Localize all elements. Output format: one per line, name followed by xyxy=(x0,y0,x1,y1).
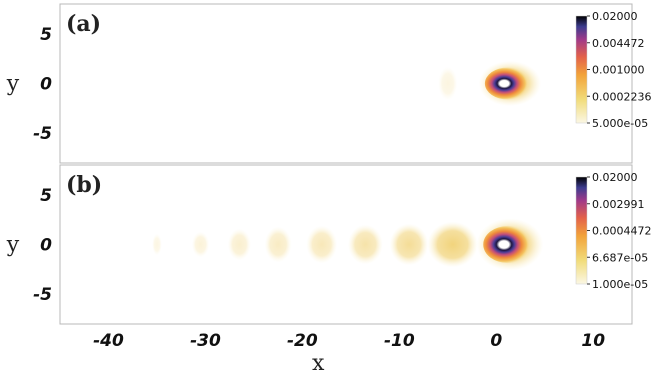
density-blob xyxy=(191,231,210,258)
colorbar-tick-label: 0.0002236 xyxy=(592,90,652,103)
panel-b: (b) 5 0 -5 y 0.02000 0.002991 0.0004472 6.687e-0… xyxy=(6,164,652,375)
colorbar xyxy=(575,176,588,285)
x-tick-label: -20 xyxy=(287,331,318,351)
density-blob xyxy=(227,228,251,261)
density-blob xyxy=(427,221,478,268)
colorbar-tick-label: 5.000e-05 xyxy=(592,117,648,130)
density-core xyxy=(483,225,533,264)
colorbar-tick-label: 0.001000 xyxy=(592,64,645,77)
x-axis-label: x xyxy=(312,351,325,375)
y-tick-label: 0 xyxy=(40,236,52,256)
density-core xyxy=(484,67,532,100)
density-blob xyxy=(438,66,458,101)
y-axis-label: y xyxy=(6,233,20,258)
density-blob xyxy=(152,233,162,256)
colorbar-tick-label: 0.02000 xyxy=(592,10,638,23)
colorbar-tick-label: 0.004472 xyxy=(592,37,645,50)
y-tick-label: -5 xyxy=(33,285,52,305)
colorbar-tick-label: 6.687e-05 xyxy=(592,251,648,264)
density-blob xyxy=(306,225,338,264)
colorbar-tick-label: 1.000e-05 xyxy=(592,278,648,291)
panel-label: (b) xyxy=(66,172,102,198)
colorbar-tick-label: 0.0004472 xyxy=(592,225,652,238)
density-blob xyxy=(347,224,383,265)
density-blob xyxy=(264,226,292,263)
y-tick-label: 0 xyxy=(40,75,52,95)
colorbar-tick-label: 0.02000 xyxy=(592,171,638,184)
y-axis-label: y xyxy=(6,72,20,97)
plot-frame xyxy=(59,3,633,164)
y-tick-label: 5 xyxy=(40,186,52,206)
y-tick-label: 5 xyxy=(40,25,52,45)
density-blob xyxy=(389,223,429,266)
panel-a: (a) 5 0 -5 y 0.02000 0.004472 0.001000 0.0002236… xyxy=(6,3,652,164)
plot-frame xyxy=(59,164,633,325)
x-tick-label: -40 xyxy=(93,331,124,351)
y-tick-label: -5 xyxy=(33,124,52,144)
x-tick-label: 10 xyxy=(581,331,605,351)
x-tick-label: 0 xyxy=(490,331,502,351)
x-tick-label: -30 xyxy=(190,331,221,351)
panel-label: (a) xyxy=(66,11,101,37)
colorbar xyxy=(575,15,588,124)
x-tick-label: -10 xyxy=(384,331,415,351)
colorbar-tick-label: 0.002991 xyxy=(592,198,645,211)
